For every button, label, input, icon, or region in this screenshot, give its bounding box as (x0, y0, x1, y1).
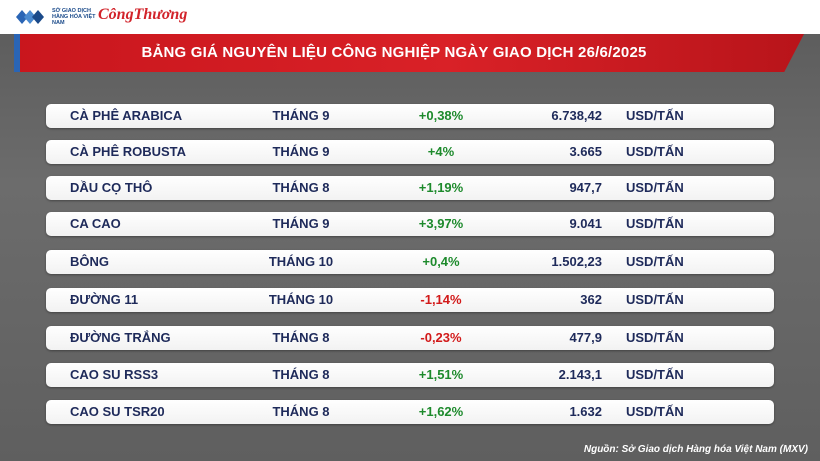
commodity-name: CA CAO (70, 216, 121, 231)
price-unit: USD/TẤN (626, 108, 684, 123)
price-unit: USD/TẤN (626, 404, 684, 419)
commodity-name: CÀ PHÊ ROBUSTA (70, 144, 187, 159)
contract-month: THÁNG 10 (268, 292, 334, 307)
price-change: +4% (427, 144, 455, 159)
source-note: Nguồn: Sở Giao dịch Hàng hóa Việt Nam (M… (583, 444, 808, 455)
price-change: +1,62% (418, 404, 464, 419)
table-row: ĐƯỜNG TRẮNG THÁNG 8 -0,23% 477,9 USD/TẤN (46, 326, 774, 350)
price-change: -0,23% (420, 330, 462, 345)
price-value: 9.041 (569, 216, 602, 231)
mxv-logo-icon (16, 10, 44, 24)
price-change: +0,4% (422, 254, 460, 269)
commodity-name: BÔNG (70, 254, 109, 269)
price-unit: USD/TẤN (626, 180, 684, 195)
commodity-name: ĐƯỜNG TRẮNG (70, 330, 171, 345)
price-unit: USD/TẤN (626, 254, 684, 269)
price-change: +1,19% (418, 180, 464, 195)
table-row: CAO SU TSR20 THÁNG 8 +1,62% 1.632 USD/TẤN (46, 400, 774, 424)
page-title: BẢNG GIÁ NGUYÊN LIỆU CÔNG NGHIỆP NGÀY GI… (141, 44, 647, 61)
mxv-logo-text: SỞ GIAO DỊCH HÀNG HÓA VIỆT NAM (52, 8, 96, 26)
commodity-name: CAO SU TSR20 (70, 404, 165, 419)
commodity-name: ĐƯỜNG 11 (70, 292, 139, 307)
price-unit: USD/TẤN (626, 367, 684, 382)
price-unit: USD/TẤN (626, 216, 684, 231)
table-row: CÀ PHÊ ARABICA THÁNG 9 +0,38% 6.738,42 USD/T… (46, 104, 774, 128)
contract-month: THÁNG 9 (272, 216, 330, 231)
mxv-logo: SỞ GIAO DỊCH HÀNG HÓA VIỆT NAM (14, 7, 104, 27)
table-row: CAO SU RSS3 THÁNG 8 +1,51% 2.143,1 USD/TẤN (46, 363, 774, 387)
contract-month: THÁNG 8 (272, 330, 330, 345)
price-unit: USD/TẤN (626, 144, 684, 159)
price-unit: USD/TẤN (626, 330, 684, 345)
title-accent-stripe (14, 34, 20, 72)
price-value: 3.665 (569, 144, 602, 159)
price-change: +3,97% (418, 216, 464, 231)
price-change: +0,38% (418, 108, 464, 123)
congthuong-logo: CôngThương (98, 6, 188, 23)
commodity-name: CÀ PHÊ ARABICA (70, 108, 183, 123)
contract-month: THÁNG 8 (272, 367, 330, 382)
title-bar: BẢNG GIÁ NGUYÊN LIỆU CÔNG NGHIỆP NGÀY GI… (14, 34, 804, 72)
price-change: +1,51% (418, 367, 464, 382)
commodity-name: CAO SU RSS3 (70, 367, 159, 382)
contract-month: THÁNG 9 (272, 108, 330, 123)
price-value: 477,9 (569, 330, 602, 345)
price-value: 1.502,23 (551, 254, 602, 269)
contract-month: THÁNG 10 (268, 254, 334, 269)
price-value: 1.632 (569, 404, 602, 419)
table-row: BÔNG THÁNG 10 +0,4% 1.502,23 USD/TẤN (46, 250, 774, 274)
contract-month: THÁNG 8 (272, 404, 330, 419)
table-row: CA CAO THÁNG 9 +3,97% 9.041 USD/TẤN (46, 212, 774, 236)
contract-month: THÁNG 9 (272, 144, 330, 159)
table-row: ĐƯỜNG 11 THÁNG 10 -1,14% 362 USD/TẤN (46, 288, 774, 312)
commodity-name: DẦU CỌ THÔ (70, 180, 153, 195)
table-row: DẦU CỌ THÔ THÁNG 8 +1,19% 947,7 USD/TẤN (46, 176, 774, 200)
price-value: 2.143,1 (558, 367, 602, 382)
price-value: 362 (580, 292, 602, 307)
price-value: 947,7 (569, 180, 602, 195)
price-unit: USD/TẤN (626, 292, 684, 307)
price-change: -1,14% (420, 292, 462, 307)
logo-band: SỞ GIAO DỊCH HÀNG HÓA VIỆT NAM CôngThươn… (0, 0, 820, 34)
table-row: CÀ PHÊ ROBUSTA THÁNG 9 +4% 3.665 USD/TẤN (46, 140, 774, 164)
price-value: 6.738,42 (551, 108, 602, 123)
contract-month: THÁNG 8 (272, 180, 330, 195)
